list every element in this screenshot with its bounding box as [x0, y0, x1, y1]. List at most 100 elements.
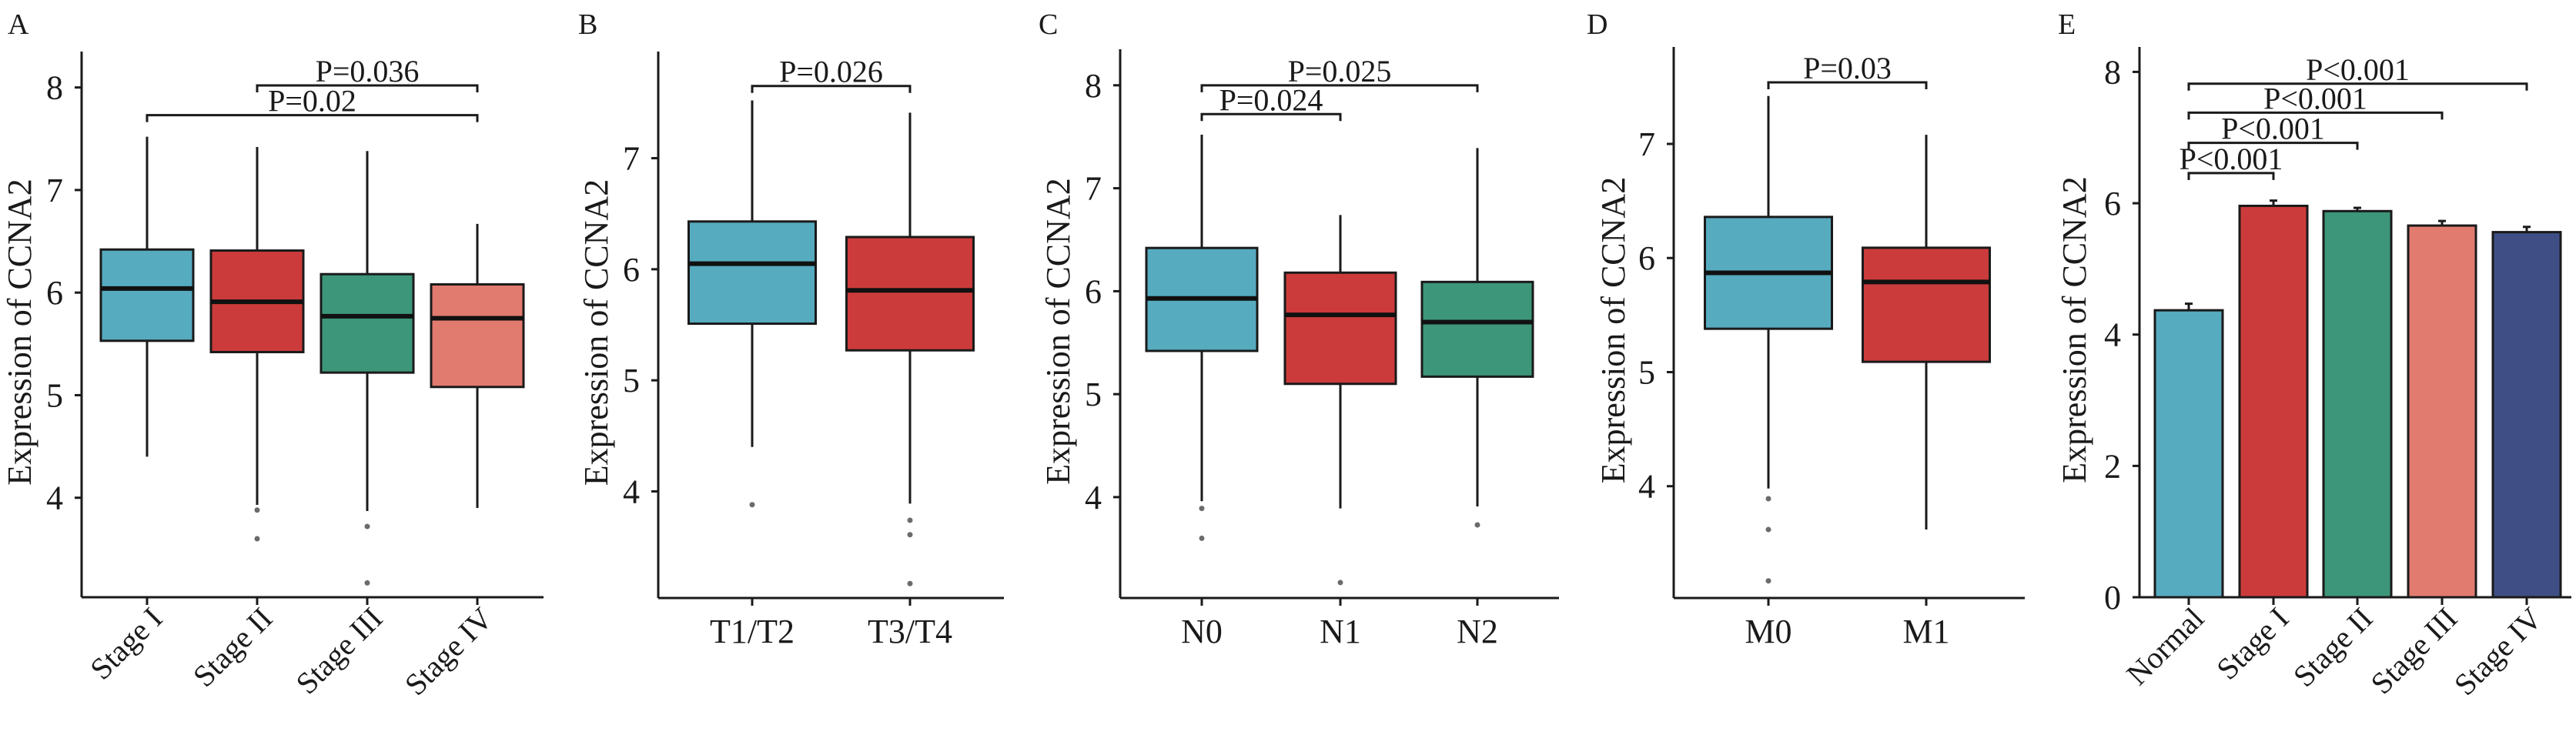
bracket-line [2187, 172, 2275, 180]
significance-bracket: P=0.036 [256, 54, 479, 92]
y-axis-label: Expression of CCNA2 [1594, 177, 1632, 483]
box-stage-i [99, 136, 195, 457]
outlier-point [364, 580, 370, 586]
p-value-label: P=0.024 [1219, 82, 1323, 117]
y-axis-label: Expression of CCNA2 [1, 179, 38, 485]
bracket-line [2187, 142, 2359, 150]
panel-letter: D [1587, 8, 1607, 41]
y-axis-label: Expression of CCNA2 [577, 179, 615, 486]
y-tick-label: 4 [1085, 479, 1102, 516]
significance-bracket: P<0.001 [2187, 52, 2528, 91]
bar-stage-iii [2407, 219, 2477, 599]
box-iqr [845, 236, 975, 352]
y-tick-label: 7 [46, 172, 63, 209]
y-tick-label: 6 [2104, 185, 2121, 222]
x-tick-label: Stage IV [398, 600, 500, 702]
panel-letter: A [8, 8, 29, 41]
panel-letter: B [578, 8, 597, 41]
y-tick-label: 5 [623, 362, 640, 399]
y-tick-label: 8 [2104, 53, 2121, 91]
x-tick-label: N1 [1320, 613, 1361, 650]
y-tick-label: 6 [46, 274, 63, 312]
outlier-point [1199, 506, 1205, 512]
box-iqr [430, 283, 525, 389]
p-value-label: P=0.02 [268, 84, 356, 119]
box-iqr [1862, 246, 1991, 363]
x-tick-label: T3/T4 [868, 613, 952, 650]
outlier-point [1474, 522, 1480, 528]
box-stage-ii [209, 146, 305, 542]
outlier-point [1199, 535, 1205, 541]
significance-bracket: P<0.001 [2187, 81, 2444, 120]
y-tick-label: 7 [623, 140, 640, 178]
p-value-label: P=0.03 [1803, 51, 1892, 85]
y-tick-label: 8 [1085, 67, 1102, 105]
bar-stage-i [2238, 199, 2309, 599]
box-iqr [1283, 271, 1397, 386]
y-tick-label: 0 [2104, 579, 2121, 616]
y-tick-label: 5 [46, 376, 63, 414]
significance-bracket: P<0.001 [2187, 112, 2359, 150]
box-m1 [1862, 135, 1991, 530]
p-value-label: P=0.026 [779, 55, 883, 89]
x-tick-label: N0 [1181, 613, 1223, 650]
bar-normal [2153, 302, 2224, 599]
x-tick-label: Normal [2119, 601, 2210, 692]
x-tick-label: Stage II [2287, 601, 2380, 694]
bar [2491, 231, 2562, 599]
panel-letter: E [2058, 8, 2076, 41]
outlier-point [254, 507, 260, 513]
y-axis-label: Expression of CCNA2 [1039, 178, 1077, 484]
box-t3-t4 [845, 112, 975, 586]
outlier-point [1765, 578, 1771, 584]
box-n1 [1283, 215, 1397, 586]
x-tick-label: Stage I [2210, 601, 2295, 687]
outlier-point [1765, 496, 1771, 502]
x-tick-label: Stage III [2364, 601, 2464, 701]
box-iqr [687, 220, 817, 326]
bar [2238, 204, 2309, 599]
box-n0 [1145, 135, 1259, 541]
outlier-point [749, 502, 755, 508]
outlier-point [1337, 580, 1343, 586]
bracket-line [256, 84, 479, 92]
p-value-label: P<0.001 [2221, 112, 2325, 146]
significance-bracket: P=0.03 [1767, 51, 1928, 89]
bracket-line [2187, 111, 2444, 120]
p-value-label: P<0.001 [2180, 142, 2283, 176]
outlier-point [1765, 526, 1771, 533]
x-tick-label: M0 [1745, 613, 1791, 650]
x-tick-label: T1/T2 [710, 613, 795, 650]
y-axis-label: Expression of CCNA2 [2056, 176, 2093, 483]
box-iqr [1420, 280, 1534, 378]
x-tick-label: Stage III [289, 601, 389, 701]
box-n2 [1420, 148, 1534, 528]
y-tick-label: 6 [1638, 239, 1655, 277]
x-tick-label: N2 [1457, 613, 1498, 650]
box-iqr [99, 248, 195, 342]
significance-bracket: P=0.026 [751, 55, 912, 93]
box-stage-iii [319, 151, 415, 586]
y-tick-label: 8 [46, 69, 63, 107]
y-tick-label: 7 [1638, 125, 1655, 163]
significance-bracket: P=0.024 [1200, 82, 1342, 122]
y-tick-label: 4 [46, 479, 63, 517]
bar [2322, 209, 2393, 599]
y-tick-label: 4 [2104, 316, 2121, 354]
x-tick-label: Stage II [186, 601, 279, 694]
significance-bracket: P<0.001 [2180, 142, 2283, 180]
p-value-label: P=0.036 [316, 54, 420, 89]
bracket-line [1200, 112, 1342, 122]
outlier-point [907, 532, 913, 538]
bracket-line [1767, 81, 1928, 89]
significance-bracket: P=0.02 [146, 84, 479, 122]
y-tick-label: 6 [623, 251, 640, 289]
y-tick-label: 4 [623, 473, 640, 510]
box-stage-iv [430, 223, 525, 509]
